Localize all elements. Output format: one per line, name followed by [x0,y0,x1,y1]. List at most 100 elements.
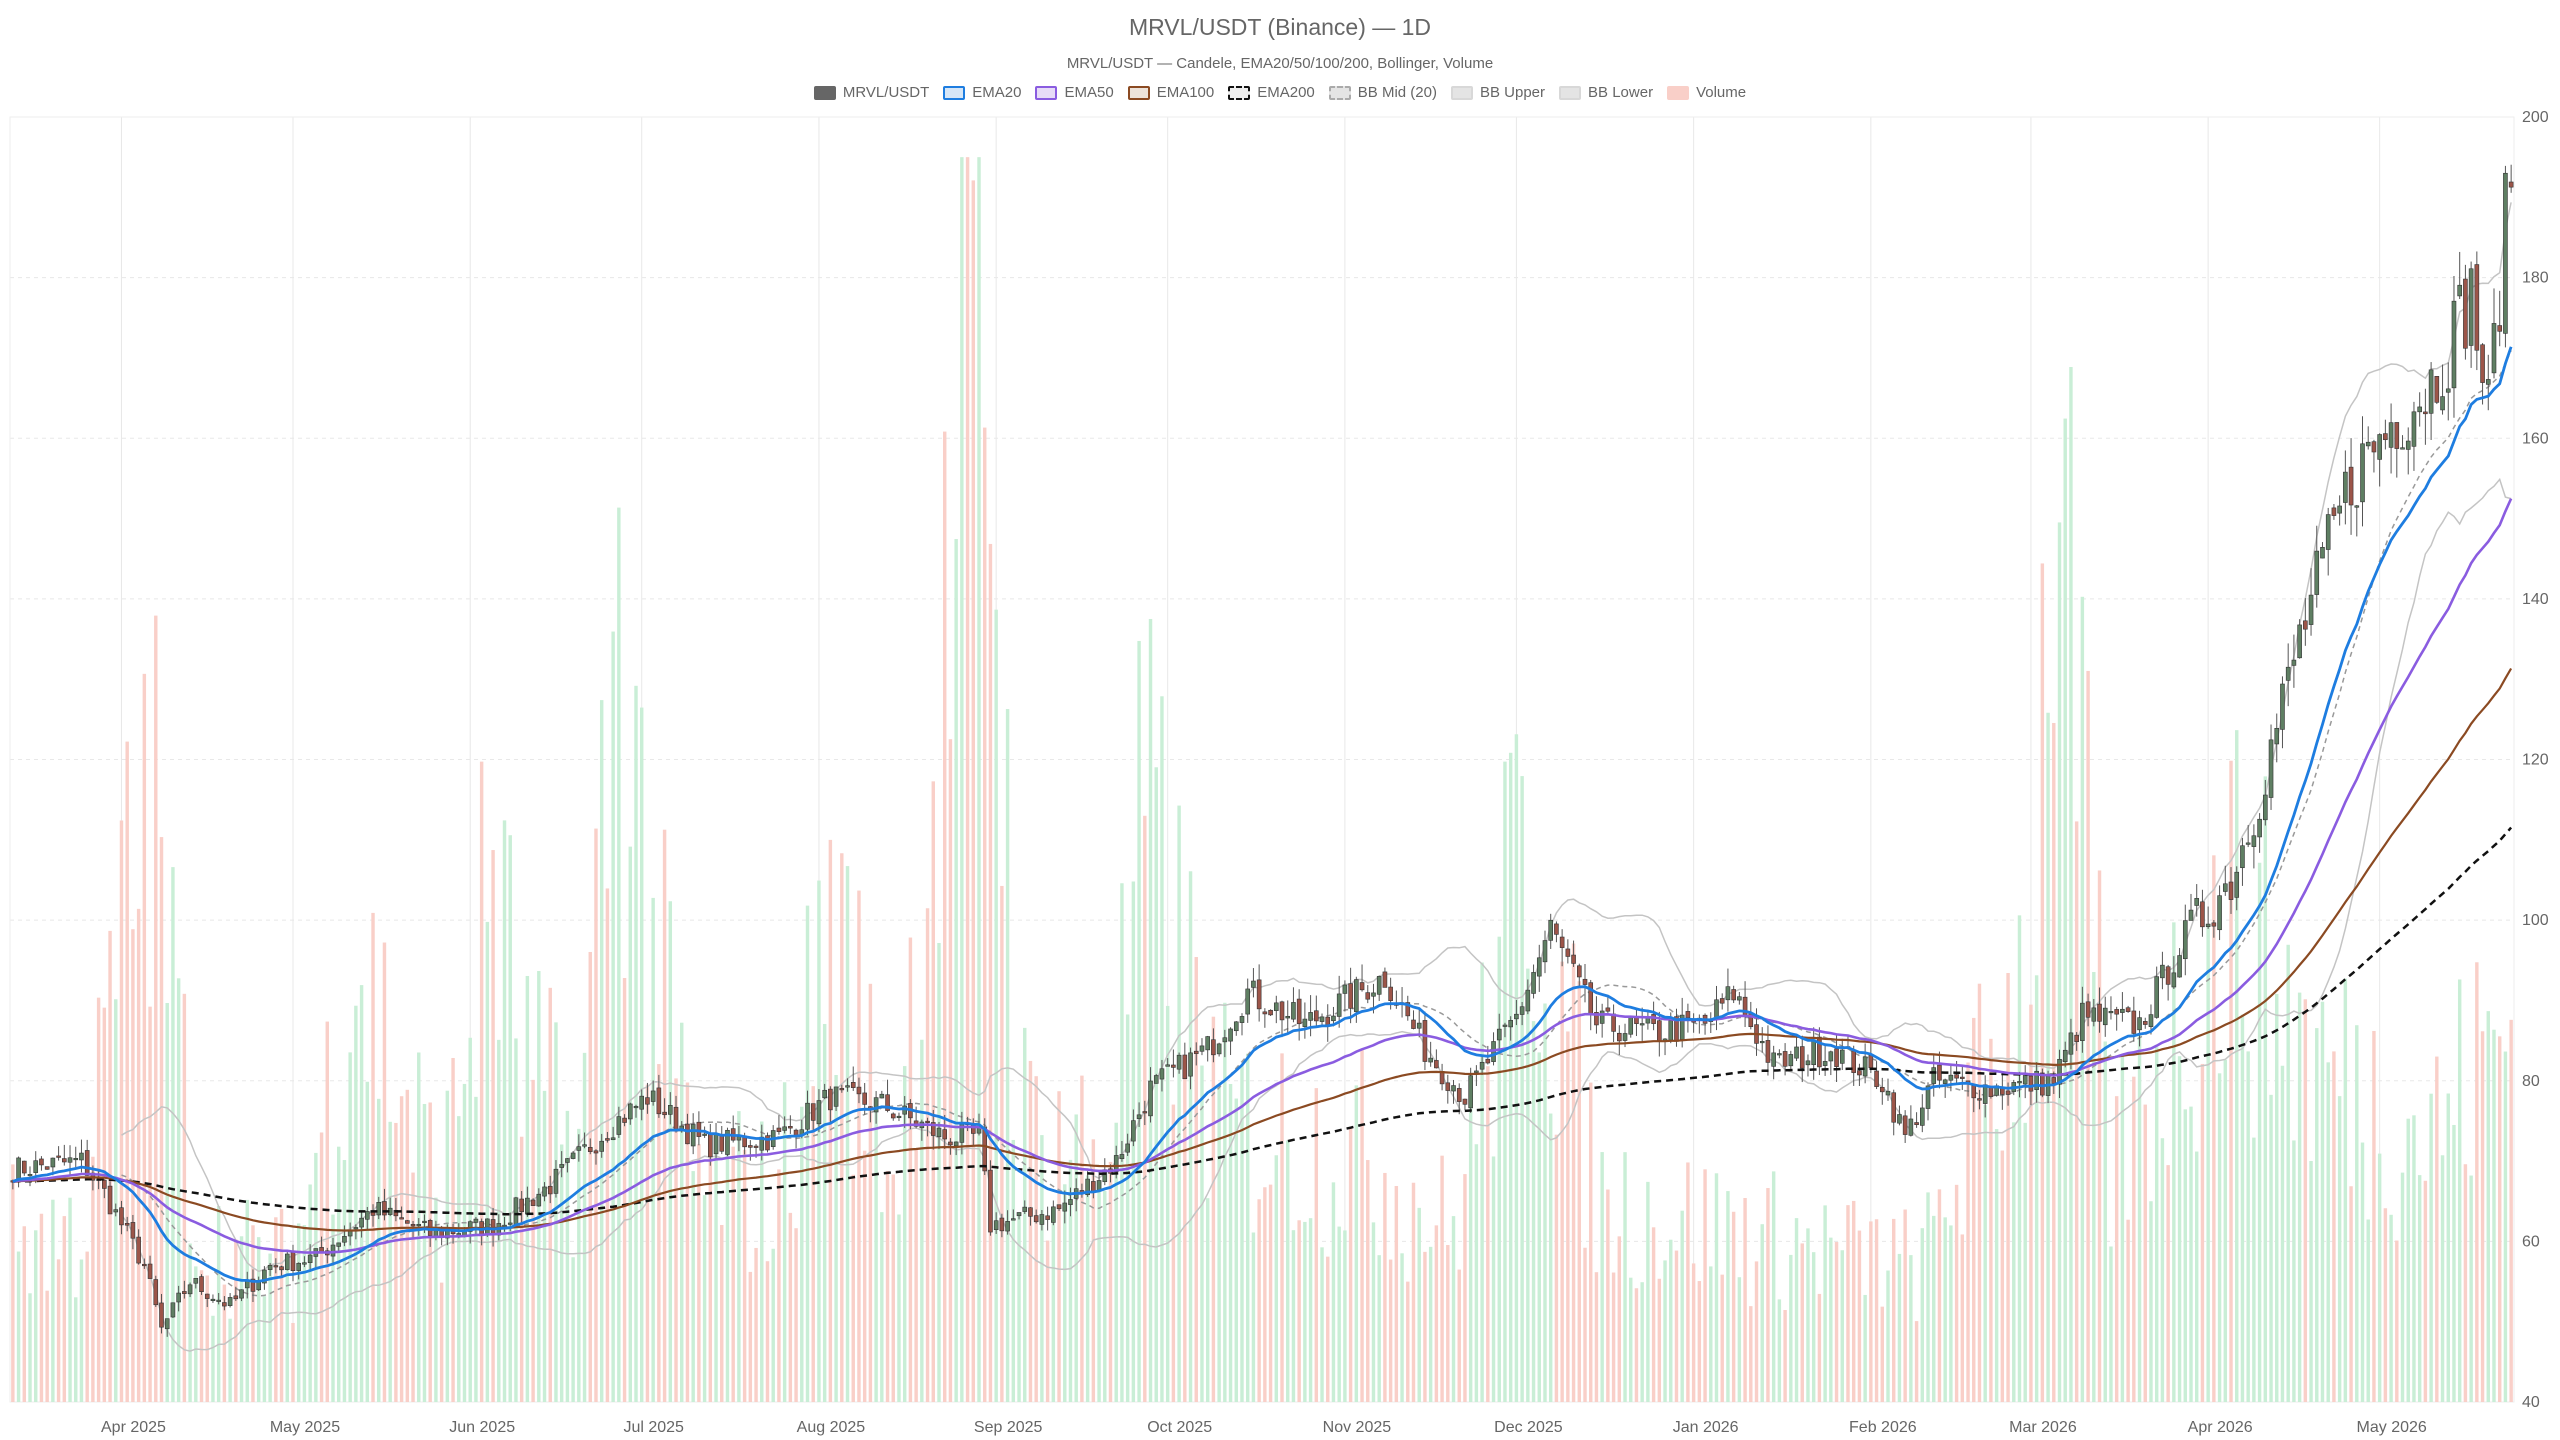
volume-bar [308,1184,312,1402]
candle-body [273,1265,279,1268]
legend-item[interactable]: EMA100 [1127,84,1214,101]
volume-bar [96,997,101,1402]
volume-bar [1714,1173,1719,1402]
candle-body [1062,1202,1068,1212]
candle-body [164,1318,170,1330]
volume-bar [1606,1189,1610,1402]
volume-bar [388,1121,392,1402]
y-tick-label: 120 [2522,752,2549,769]
candle-body [685,1123,690,1145]
candle-body [1839,1049,1845,1064]
volume-bar [697,1144,701,1402]
volume-bar [971,180,976,1402]
candle-body [410,1224,416,1227]
volume-bar [285,1268,289,1402]
candle-body [2114,1009,2119,1015]
volume-bar [39,1213,44,1402]
candle-body [1051,1206,1056,1223]
candle-body [2417,406,2422,413]
candle-body [2485,379,2491,385]
volume-bar [983,427,987,1402]
candle-body [159,1302,164,1328]
candle-body [2463,278,2468,349]
volume-bar [2389,1214,2393,1402]
y-tick-label: 160 [2522,430,2549,447]
volume-bar [2040,563,2045,1402]
candle-body [1496,1028,1502,1041]
volume-bar [2109,1246,2113,1402]
candle-body [1279,1001,1285,1021]
candle-body [1811,1040,1816,1066]
candle-body [610,1137,616,1141]
volume-bar [1160,696,1164,1402]
volume-bar [640,707,644,1402]
volume-bar [245,1199,249,1402]
volume-bar [2400,1172,2405,1402]
volume-bar [1051,1207,1056,1402]
candle-body [725,1129,730,1155]
volume-bar [1268,1184,1273,1402]
volume-bar [2320,1001,2325,1402]
volume-bar [45,1290,49,1402]
candle-body [1456,1088,1462,1102]
candle-body [1937,1064,1942,1081]
candle-body [1434,1060,1439,1069]
candle-body [1451,1085,1456,1092]
candle-body [1765,1040,1771,1063]
candle-body [1874,1070,1879,1087]
candle-body [84,1150,90,1176]
candle-body [605,1138,610,1141]
volume-bar [1617,1236,1622,1402]
legend-item[interactable]: BB Mid (20) [1328,84,1437,101]
legend-item[interactable]: Volume [1667,84,1746,101]
legend-item[interactable]: BB Upper [1450,84,1545,101]
volume-bar [725,1137,730,1402]
volume-bar [1537,1052,1541,1402]
volume-bar [1857,1230,1862,1402]
volume-bar [2446,1093,2450,1402]
volume-bar [868,983,873,1402]
volume-bar [862,1150,867,1402]
candle-body [1536,957,1542,977]
volume-bar [840,853,844,1402]
volume-bar [2006,973,2010,1402]
volume-bar [491,850,495,1402]
candle-body [1805,1060,1811,1066]
candle-body [222,1302,227,1307]
candle-body [2160,964,2165,979]
volume-bar [2423,1180,2428,1402]
volume-bar [1777,1299,1782,1402]
bb-mid-line [121,350,2512,1297]
volume-bar [51,1199,55,1402]
candle-body [1422,1020,1428,1062]
candle-body [1268,1009,1273,1016]
volume-bar [1548,1113,1553,1402]
legend-item[interactable]: EMA50 [1035,84,1114,101]
volume-bar [897,1214,901,1402]
volume-bar [1423,1251,1427,1402]
volume-bar [2326,1062,2330,1402]
candle-body [119,1207,124,1226]
volume-bar [1028,1060,1033,1402]
volume-bar [885,1170,890,1402]
volume-bar [2240,1014,2245,1402]
volume-bar [68,1197,72,1402]
volume-bar [2440,1155,2445,1402]
candle-body [2154,976,2159,1018]
candle-body [376,1202,382,1216]
legend-item[interactable]: MRVL/USDT [813,84,929,101]
candle-body [302,1262,307,1265]
legend-item[interactable]: BB Lower [1559,84,1653,101]
candle-body [1948,1074,1954,1081]
volume-bar [651,897,655,1402]
volume-bar [965,157,970,1402]
y-tick-label: 60 [2522,1233,2540,1250]
candle-body [988,1169,993,1233]
candle-body [1251,980,1256,988]
candle-body [1068,1199,1073,1205]
candle-body [73,1157,79,1161]
legend-item[interactable]: EMA20 [943,84,1021,101]
volume-bar [1520,776,1524,1402]
volume-bar [988,543,993,1402]
legend-item[interactable]: EMA200 [1228,84,1315,101]
